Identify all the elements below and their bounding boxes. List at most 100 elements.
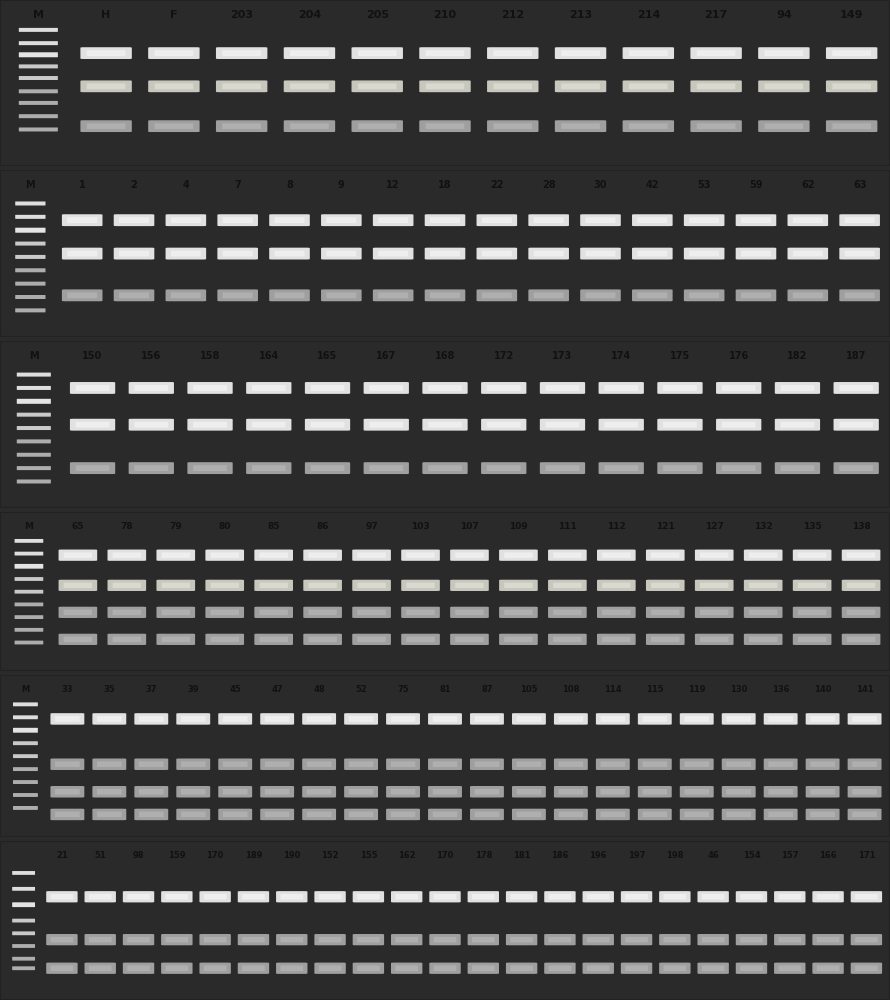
FancyBboxPatch shape <box>423 382 467 394</box>
FancyBboxPatch shape <box>386 809 420 820</box>
FancyBboxPatch shape <box>352 550 391 561</box>
FancyBboxPatch shape <box>516 789 541 795</box>
FancyBboxPatch shape <box>700 552 728 558</box>
FancyBboxPatch shape <box>684 761 709 767</box>
Text: 152: 152 <box>321 851 339 860</box>
Text: 170: 170 <box>436 851 454 860</box>
FancyBboxPatch shape <box>46 963 77 974</box>
FancyBboxPatch shape <box>429 934 461 945</box>
FancyBboxPatch shape <box>162 637 190 642</box>
FancyBboxPatch shape <box>344 809 378 820</box>
FancyBboxPatch shape <box>428 713 462 725</box>
FancyBboxPatch shape <box>599 382 643 394</box>
FancyBboxPatch shape <box>697 83 735 89</box>
Text: 46: 46 <box>708 851 719 860</box>
FancyBboxPatch shape <box>853 812 877 817</box>
FancyBboxPatch shape <box>129 462 174 474</box>
FancyBboxPatch shape <box>646 634 684 645</box>
FancyBboxPatch shape <box>788 289 828 301</box>
Text: 9: 9 <box>338 180 344 190</box>
FancyBboxPatch shape <box>689 251 719 256</box>
FancyBboxPatch shape <box>85 891 116 902</box>
FancyBboxPatch shape <box>428 422 462 428</box>
FancyBboxPatch shape <box>476 248 517 260</box>
FancyBboxPatch shape <box>247 462 291 474</box>
FancyBboxPatch shape <box>349 761 374 767</box>
Text: 172: 172 <box>494 351 514 361</box>
FancyBboxPatch shape <box>199 891 231 902</box>
FancyBboxPatch shape <box>123 963 154 974</box>
FancyBboxPatch shape <box>428 809 462 820</box>
FancyBboxPatch shape <box>391 789 416 795</box>
FancyBboxPatch shape <box>855 965 878 971</box>
Text: 138: 138 <box>852 522 870 531</box>
FancyBboxPatch shape <box>540 419 585 431</box>
FancyBboxPatch shape <box>851 963 882 974</box>
Text: 182: 182 <box>788 351 807 361</box>
FancyBboxPatch shape <box>401 607 440 618</box>
FancyBboxPatch shape <box>554 610 581 615</box>
FancyBboxPatch shape <box>93 809 126 820</box>
FancyBboxPatch shape <box>89 965 111 971</box>
FancyBboxPatch shape <box>352 891 384 902</box>
FancyBboxPatch shape <box>19 127 58 131</box>
FancyBboxPatch shape <box>604 422 638 428</box>
FancyBboxPatch shape <box>242 965 264 971</box>
FancyBboxPatch shape <box>548 937 571 942</box>
FancyBboxPatch shape <box>744 580 782 591</box>
FancyBboxPatch shape <box>14 552 44 555</box>
FancyBboxPatch shape <box>19 114 58 118</box>
FancyBboxPatch shape <box>544 963 576 974</box>
FancyBboxPatch shape <box>211 610 239 615</box>
FancyBboxPatch shape <box>269 289 310 301</box>
FancyBboxPatch shape <box>512 758 546 770</box>
FancyBboxPatch shape <box>470 713 504 725</box>
FancyBboxPatch shape <box>222 812 247 817</box>
Text: 7: 7 <box>234 180 241 190</box>
FancyBboxPatch shape <box>428 465 462 471</box>
FancyBboxPatch shape <box>211 637 239 642</box>
FancyBboxPatch shape <box>834 462 878 474</box>
Text: 79: 79 <box>169 522 182 531</box>
Text: 149: 149 <box>840 10 863 20</box>
FancyBboxPatch shape <box>481 292 512 298</box>
Text: 4: 4 <box>182 180 190 190</box>
FancyBboxPatch shape <box>425 83 465 89</box>
FancyBboxPatch shape <box>46 891 77 902</box>
FancyBboxPatch shape <box>309 637 336 642</box>
Text: 173: 173 <box>553 351 572 361</box>
FancyBboxPatch shape <box>722 385 756 391</box>
FancyBboxPatch shape <box>842 550 880 561</box>
FancyBboxPatch shape <box>401 580 440 591</box>
FancyBboxPatch shape <box>12 887 35 891</box>
Text: 178: 178 <box>474 851 492 860</box>
FancyBboxPatch shape <box>847 552 875 558</box>
FancyBboxPatch shape <box>505 637 532 642</box>
FancyBboxPatch shape <box>847 786 881 798</box>
FancyBboxPatch shape <box>113 610 141 615</box>
FancyBboxPatch shape <box>834 382 878 394</box>
FancyBboxPatch shape <box>181 789 206 795</box>
FancyBboxPatch shape <box>247 419 291 431</box>
FancyBboxPatch shape <box>476 289 517 301</box>
FancyBboxPatch shape <box>637 251 668 256</box>
FancyBboxPatch shape <box>793 634 831 645</box>
FancyBboxPatch shape <box>364 462 409 474</box>
Text: 75: 75 <box>397 685 409 694</box>
FancyBboxPatch shape <box>817 965 839 971</box>
FancyBboxPatch shape <box>319 965 342 971</box>
FancyBboxPatch shape <box>534 292 563 298</box>
FancyBboxPatch shape <box>516 812 541 817</box>
FancyBboxPatch shape <box>204 965 226 971</box>
Text: 203: 203 <box>231 10 253 20</box>
FancyBboxPatch shape <box>736 963 767 974</box>
FancyBboxPatch shape <box>512 713 546 725</box>
FancyBboxPatch shape <box>303 580 342 591</box>
FancyBboxPatch shape <box>80 80 132 92</box>
FancyBboxPatch shape <box>470 758 504 770</box>
FancyBboxPatch shape <box>55 812 80 817</box>
FancyBboxPatch shape <box>505 610 532 615</box>
FancyBboxPatch shape <box>352 580 391 591</box>
FancyBboxPatch shape <box>87 83 125 89</box>
FancyBboxPatch shape <box>793 550 831 561</box>
